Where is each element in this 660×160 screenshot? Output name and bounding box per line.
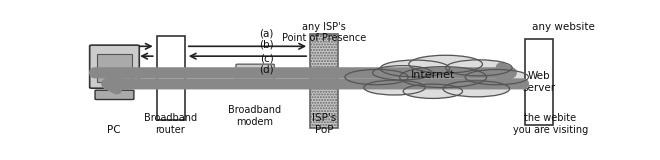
- Text: the webite
you are visiting: the webite you are visiting: [513, 113, 588, 135]
- Text: any website: any website: [532, 22, 595, 32]
- Bar: [156, 36, 185, 120]
- Text: (a): (a): [259, 29, 274, 39]
- Text: Broadband
modem: Broadband modem: [228, 105, 281, 127]
- Circle shape: [446, 60, 512, 76]
- Bar: [112, 87, 117, 91]
- FancyBboxPatch shape: [90, 45, 139, 88]
- Text: (c): (c): [260, 54, 273, 64]
- Circle shape: [380, 60, 449, 77]
- FancyBboxPatch shape: [95, 90, 134, 100]
- Text: any ISP's
Point of Presence: any ISP's Point of Presence: [282, 22, 366, 43]
- Text: Internet: Internet: [411, 70, 455, 80]
- Text: ISP's
PoP: ISP's PoP: [312, 113, 336, 135]
- Bar: [97, 54, 132, 82]
- Text: Web
server: Web server: [522, 71, 555, 93]
- Circle shape: [400, 67, 486, 88]
- Circle shape: [364, 80, 425, 95]
- Text: PC: PC: [108, 125, 121, 135]
- Text: (b): (b): [259, 39, 274, 49]
- Bar: [310, 34, 338, 128]
- Text: Broadband
router: Broadband router: [144, 113, 197, 135]
- FancyBboxPatch shape: [236, 64, 275, 88]
- Circle shape: [345, 69, 409, 85]
- Circle shape: [465, 69, 529, 85]
- Circle shape: [403, 84, 463, 98]
- Text: (d): (d): [259, 64, 274, 74]
- Circle shape: [372, 66, 432, 80]
- Bar: [525, 39, 553, 125]
- Circle shape: [443, 81, 510, 97]
- Circle shape: [409, 55, 482, 73]
